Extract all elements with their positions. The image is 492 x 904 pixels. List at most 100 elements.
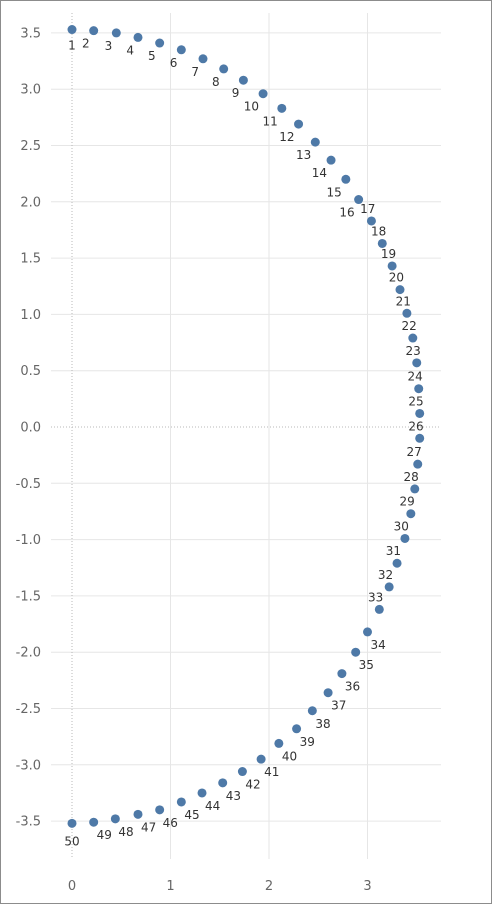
data-point[interactable] <box>363 627 372 637</box>
data-point[interactable] <box>258 89 268 99</box>
data-point[interactable] <box>133 32 143 42</box>
point-label: 33 <box>368 590 383 604</box>
data-point[interactable] <box>198 54 208 64</box>
point-label: 24 <box>407 370 422 384</box>
point-label: 34 <box>371 638 386 652</box>
data-point[interactable] <box>413 459 423 469</box>
data-point[interactable] <box>67 25 77 35</box>
y-tick-label: 0.5 <box>20 364 41 379</box>
point-label: 42 <box>245 778 260 792</box>
y-tick-label: 3.5 <box>20 26 41 41</box>
x-tick-label: 2 <box>265 879 273 894</box>
point-label: 49 <box>97 828 112 842</box>
y-tick-label: -2.0 <box>16 646 41 661</box>
data-point[interactable] <box>395 285 405 295</box>
data-point[interactable] <box>410 484 420 494</box>
data-point[interactable] <box>384 582 394 592</box>
point-label: 45 <box>184 808 199 822</box>
data-point[interactable] <box>414 384 424 394</box>
data-point[interactable] <box>366 216 376 226</box>
x-tick-label: 3 <box>363 879 371 894</box>
data-point[interactable] <box>310 137 320 147</box>
point-label: 40 <box>282 749 297 763</box>
data-point[interactable] <box>89 26 99 36</box>
data-point[interactable] <box>197 788 207 798</box>
point-label: 47 <box>141 820 156 834</box>
data-point[interactable] <box>155 805 165 815</box>
grid-layer <box>51 13 441 859</box>
data-point[interactable] <box>415 408 425 418</box>
point-label: 8 <box>212 75 220 89</box>
point-label: 21 <box>396 294 411 308</box>
y-tick-label: -0.5 <box>16 477 41 492</box>
data-point[interactable] <box>400 533 410 543</box>
point-label: 46 <box>163 816 178 830</box>
point-label: 6 <box>170 56 178 70</box>
data-point[interactable] <box>219 64 229 74</box>
data-point[interactable] <box>374 604 384 614</box>
point-label: 31 <box>386 544 401 558</box>
data-point[interactable] <box>412 358 422 368</box>
data-point[interactable] <box>341 174 351 184</box>
data-points <box>67 25 425 828</box>
data-point[interactable] <box>176 797 186 807</box>
data-point[interactable] <box>415 433 425 443</box>
data-point[interactable] <box>176 45 186 55</box>
data-point[interactable] <box>351 647 361 657</box>
data-point[interactable] <box>256 754 266 764</box>
data-point[interactable] <box>307 706 317 716</box>
data-point[interactable] <box>408 333 418 343</box>
data-point[interactable] <box>392 558 402 568</box>
data-point[interactable] <box>237 767 247 777</box>
data-point[interactable] <box>67 818 77 828</box>
point-label: 7 <box>191 65 199 79</box>
point-label: 37 <box>331 699 346 713</box>
point-label: 12 <box>279 130 294 144</box>
point-label: 43 <box>226 789 241 803</box>
point-label: 39 <box>300 735 315 749</box>
point-label: 15 <box>327 185 342 199</box>
point-label: 2 <box>82 37 90 51</box>
y-tick-label: -1.0 <box>16 533 41 548</box>
x-tick-label: 1 <box>166 879 174 894</box>
data-point[interactable] <box>218 778 228 788</box>
data-point[interactable] <box>238 75 248 85</box>
point-label: 10 <box>244 100 259 114</box>
point-label: 29 <box>400 495 415 509</box>
point-label: 13 <box>296 148 311 162</box>
data-point[interactable] <box>326 155 336 165</box>
data-point[interactable] <box>155 38 165 48</box>
data-point[interactable] <box>277 103 287 113</box>
y-tick-label: 1.0 <box>20 308 41 323</box>
data-point[interactable] <box>274 738 284 748</box>
data-point[interactable] <box>406 509 416 519</box>
data-point[interactable] <box>89 817 99 827</box>
data-point[interactable] <box>354 195 364 205</box>
point-label: 48 <box>118 825 133 839</box>
data-point[interactable] <box>110 814 120 824</box>
point-label: 18 <box>371 224 386 238</box>
point-label: 38 <box>315 717 330 731</box>
point-label: 36 <box>345 680 360 694</box>
data-point[interactable] <box>387 261 397 271</box>
point-label: 23 <box>405 344 420 358</box>
data-point[interactable] <box>294 119 304 129</box>
point-label: 30 <box>394 519 409 533</box>
point-label: 50 <box>64 834 79 848</box>
y-tick-label: 3.0 <box>20 83 41 98</box>
data-point[interactable] <box>337 669 347 679</box>
data-point[interactable] <box>377 238 387 248</box>
data-point[interactable] <box>292 724 302 734</box>
data-point[interactable] <box>111 28 121 38</box>
axis-labels: 0 1 2 33.53.02.52.01.51.00.50.0-0.5-1.0-1.5… <box>16 26 372 894</box>
point-label: 11 <box>263 114 278 128</box>
y-tick-label: -3.0 <box>16 758 41 773</box>
data-point[interactable] <box>133 809 143 819</box>
point-label: 28 <box>403 470 418 484</box>
y-tick-label: 1.5 <box>20 252 41 267</box>
data-point[interactable] <box>323 688 333 698</box>
data-point[interactable] <box>402 308 412 318</box>
